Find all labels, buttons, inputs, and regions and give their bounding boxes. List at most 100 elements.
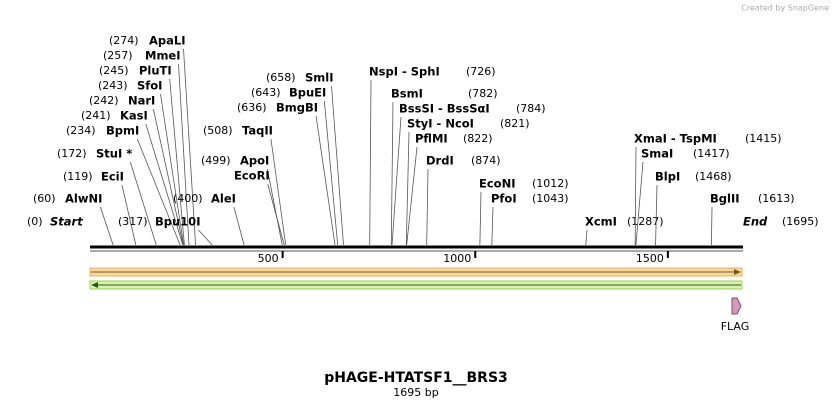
site-name: PluTI (139, 64, 172, 78)
site-name: AleI (211, 192, 236, 206)
site-position: (821) (500, 117, 530, 130)
site-leader (160, 93, 185, 246)
site-leader (178, 63, 190, 246)
site-leader (136, 138, 181, 246)
site-leader (129, 161, 157, 246)
site-position: (636) (237, 101, 267, 114)
site-name: EciI (101, 170, 124, 184)
site-leader (369, 79, 372, 246)
site-name: NarI (128, 94, 155, 108)
site-name: ApoI (240, 154, 269, 168)
site-name: ApaLI (149, 34, 186, 48)
feature-arrow (734, 269, 741, 275)
site-leader (634, 146, 637, 246)
site-leader (479, 191, 482, 246)
tick-label: 500 (258, 252, 279, 265)
site-name: PfoI (491, 192, 517, 206)
site-position: (643) (251, 86, 281, 99)
site-position: (822) (463, 132, 493, 145)
site-name: DrdI (426, 154, 454, 168)
site-position: (1415) (745, 132, 782, 145)
site-name: BlpI (655, 170, 680, 184)
site-position: (1012) (532, 177, 569, 190)
credit: Created by SnapGene (741, 4, 829, 13)
site-name: Bpu10I (155, 215, 200, 229)
tick-label: 1500 (636, 252, 664, 265)
site-position: (1043) (532, 192, 569, 205)
site-leader (655, 184, 658, 246)
site-position: (782) (468, 87, 498, 100)
site-leader (99, 206, 114, 246)
site-leader (390, 101, 394, 246)
site-position: (400) (173, 192, 203, 205)
site-name: EcoRI (234, 169, 270, 183)
site-position: (257) (103, 49, 133, 62)
site-leader (585, 229, 588, 246)
site-position: (726) (466, 65, 496, 78)
site-name: XcmI (585, 215, 617, 229)
site-name: SmlI (305, 71, 334, 85)
site-position: (0) (27, 215, 43, 228)
site-leader (152, 108, 184, 246)
feature-arrow (91, 282, 98, 288)
map-subtitle: 1695 bp (393, 386, 438, 399)
site-position: (243) (98, 79, 128, 92)
site-leader (233, 206, 245, 246)
site-name: XmaI - TspMI (634, 132, 717, 146)
flag-feature (731, 297, 742, 315)
site-leader (405, 131, 410, 246)
feature-label: FLAG (721, 320, 750, 333)
site-position: (499) (201, 154, 231, 167)
site-name: NspI - SphI (369, 65, 440, 79)
site-position: (508) (203, 124, 233, 137)
site-leader (391, 116, 402, 246)
site-name: BpmI (106, 124, 139, 138)
site-leader (323, 100, 339, 246)
site-position: (784) (516, 102, 546, 115)
site-name: StyI - NcoI (407, 117, 474, 131)
site-leader (266, 168, 283, 246)
site-position: (658) (266, 71, 296, 84)
site-leader (145, 123, 184, 246)
site-leader (331, 85, 344, 246)
site-leader (121, 184, 137, 246)
tick-label: 1000 (443, 252, 471, 265)
site-position: (317) (118, 215, 148, 228)
site-leader (198, 229, 213, 246)
site-name: Start (50, 215, 83, 229)
site-position: (1287) (627, 215, 664, 228)
site-position: (119) (63, 170, 93, 183)
site-name: MmeI (145, 49, 181, 63)
site-position: (1695) (782, 215, 819, 228)
site-name: BssSI - BssSαI (399, 102, 490, 116)
site-name: BglII (710, 192, 740, 206)
site-leader (315, 115, 336, 246)
site-name: StuI * (96, 147, 132, 161)
site-leader (491, 206, 494, 246)
site-name: KasI (120, 109, 148, 123)
site-position: (1613) (758, 192, 795, 205)
site-leader (267, 183, 285, 246)
site-leader (270, 138, 287, 246)
site-leader (711, 206, 713, 246)
site-position: (241) (81, 109, 111, 122)
site-leader (406, 146, 418, 246)
site-position: (274) (109, 34, 139, 47)
site-leader (635, 161, 644, 246)
site-name: BsmI (391, 87, 423, 101)
site-name: PflMI (415, 132, 448, 146)
site-position: (242) (89, 94, 119, 107)
site-position: (172) (57, 147, 87, 160)
site-name: SfoI (137, 79, 162, 93)
site-name: End (743, 215, 768, 229)
site-position: (874) (471, 154, 501, 167)
site-leader (169, 78, 185, 246)
site-name: BmgBI (276, 101, 318, 115)
site-position: (245) (99, 64, 129, 77)
site-position: (234) (66, 124, 96, 137)
site-leader (426, 168, 429, 246)
site-position: (1468) (695, 170, 732, 183)
site-name: SmaI (641, 147, 673, 161)
map-title: pHAGE-HTATSF1__BRS3 (324, 370, 508, 386)
